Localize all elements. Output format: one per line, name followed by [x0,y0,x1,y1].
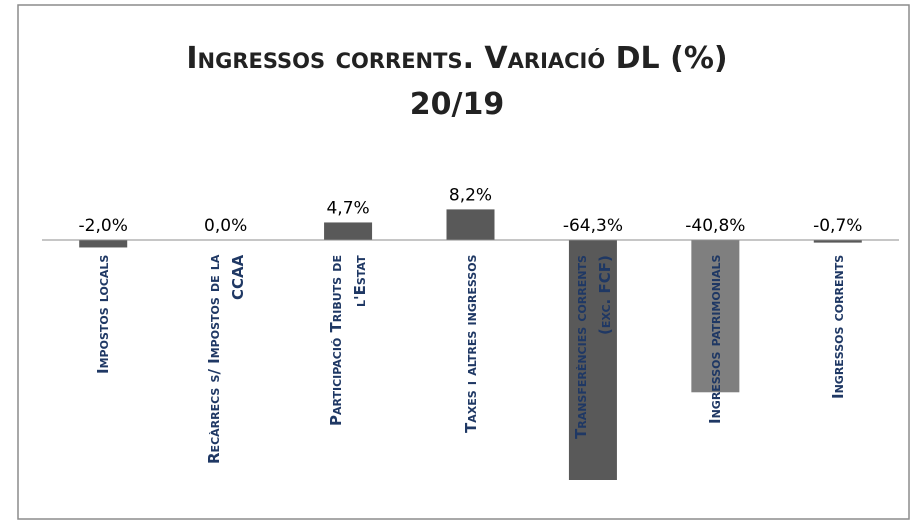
bar [813,240,862,243]
category-label: Ingressos patrimonials [706,255,725,425]
value-label: -2,0% [79,216,128,236]
bar [79,240,128,248]
value-label: -64,3% [563,216,623,236]
bar [446,209,495,240]
category-label: Ingressos corrents [828,255,847,400]
bar [324,222,373,240]
chart-title: Ingressos corrents. Variació DL (%) 20/1… [186,41,728,122]
category-label: Transferències corrents (exc. FCF) [571,255,614,439]
category-label: Recàrrecs s/ Impostos de la CCAA [204,255,247,465]
value-label: -0,7% [813,216,862,236]
bar [691,240,740,393]
category-label: Taxes i altres ingressos [461,255,480,434]
category-label: Impostos locals [94,255,113,375]
value-label: 0,0% [204,216,247,236]
value-label: 4,7% [326,198,369,218]
category-label: Participació Tributs de l'Estat [327,255,370,426]
bar [568,240,617,480]
chart-border [17,4,910,520]
value-label: -40,8% [685,216,745,236]
value-label: 8,2% [449,185,492,205]
